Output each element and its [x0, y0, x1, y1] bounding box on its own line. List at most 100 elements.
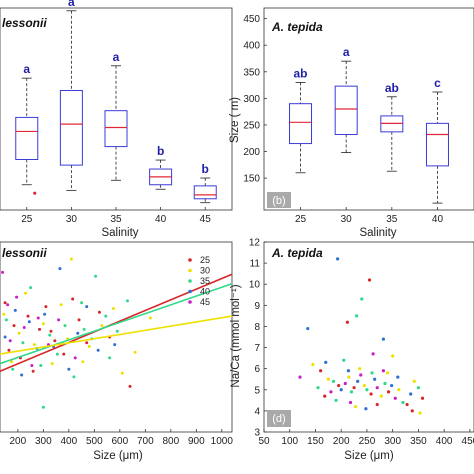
scatter-point-s40 [339, 388, 343, 392]
x-tick-label: 400 [60, 436, 77, 447]
box-iqr [59, 89, 83, 166]
scatter-point-s45 [343, 381, 347, 386]
scatter-point-s35 [365, 388, 369, 392]
panel-b-ylabel: Size ( m) [229, 97, 241, 143]
scatter-point-s30 [69, 257, 73, 261]
scatter-point-s35 [104, 314, 108, 318]
significance-letter: b [202, 162, 209, 176]
scatter-point-s35 [125, 299, 129, 303]
x-tick-label: 900 [188, 436, 205, 447]
panel-a: a a a b b 25 30 35 40 45 lessonii Salinity [0, 0, 233, 239]
scatter-point-s35 [334, 398, 338, 402]
scatter-point-s30 [87, 345, 91, 348]
scatter-point-s35 [401, 400, 405, 405]
scatter-point-s35 [29, 286, 33, 290]
scatter-point-s40 [85, 305, 89, 309]
box-b-30: a [334, 45, 358, 153]
scatter-point-s40 [409, 392, 413, 396]
y-tick-label: 250 [243, 120, 260, 131]
scatter-point-s35 [41, 405, 45, 409]
scatter-point-s25 [367, 278, 372, 282]
scatter-point-s35 [48, 333, 52, 337]
panel-c-xlabel: Size (μm) [93, 450, 143, 462]
panel-b-label-box [267, 192, 291, 208]
scatter-point-s25 [405, 402, 409, 407]
panel-d-label-box [267, 410, 291, 427]
scatter-point-s35 [63, 324, 67, 328]
x-tick-label: 25 [295, 214, 307, 225]
scatter-point-s40 [373, 377, 377, 381]
scatter-point-s25 [31, 369, 35, 373]
scatter-point-s40 [3, 335, 7, 339]
box-a-30: a [59, 0, 83, 191]
scatter-point-s30 [379, 394, 383, 398]
scatter-point-s35 [316, 386, 320, 390]
x-tick-label: 150 [307, 436, 324, 447]
scatter-point-s40 [43, 312, 47, 316]
panel-c-title: lessonii [2, 246, 47, 260]
y-tick-label: 350 [243, 67, 260, 78]
scatter-point-s30 [32, 343, 36, 347]
scatter-point-s45 [8, 339, 12, 343]
scatter-point-s25 [77, 318, 81, 322]
box-a-40: b [149, 144, 173, 190]
significance-letter: a [343, 45, 350, 59]
box-iqr [289, 103, 313, 145]
legend-entry: 30 [200, 266, 210, 276]
x-tick-label: 1000 [211, 436, 234, 447]
scatter-point-s35 [39, 364, 43, 367]
box-a-35: a [104, 50, 128, 181]
panel-c: 200 300 400 500 600 700 800 900 1000 2530354045 … [0, 241, 234, 462]
y-tick-label: 7 [254, 343, 260, 354]
legend-entry: 45 [200, 297, 210, 307]
box-b-25: ab [289, 66, 313, 174]
scatter-point-s35 [55, 352, 59, 356]
y-tick-label: 6 [254, 364, 260, 375]
scatter-point-s40 [390, 383, 394, 388]
x-tick-label: 300 [35, 436, 52, 447]
panel-d: 50 100 150 200 250 300 350 400 450 3 4 5 6 7 8 9 10 11 12… [230, 238, 474, 462]
scatter-point-s30 [326, 377, 330, 381]
scatter-point-s45 [30, 364, 34, 367]
y-tick-label: 450 [243, 14, 260, 25]
scatter-point-s40 [324, 360, 328, 364]
panel-a-frame [0, 7, 233, 211]
scatter-point-s40 [306, 326, 310, 331]
scatter-point-s45 [73, 356, 77, 360]
scatter-point-s35 [416, 386, 421, 390]
legend-entry: 35 [200, 276, 210, 286]
x-tick-label: 200 [333, 436, 350, 447]
scatter-point-s40 [346, 369, 351, 373]
scatter-point-s30 [354, 405, 358, 409]
box-iqr [104, 110, 128, 148]
scatter-point-s25 [345, 320, 349, 324]
x-tick-label: 35 [110, 214, 122, 225]
scatter-point-s45 [381, 369, 386, 373]
scatter-point-s25 [12, 324, 16, 328]
scatter-point-s25 [53, 339, 57, 343]
x-tick-label: 400 [436, 436, 453, 447]
scatter-point-s40 [67, 367, 71, 371]
x-tick-label: 700 [137, 436, 154, 447]
panel-b-label: (b) [272, 195, 285, 207]
x-tick-label: 40 [155, 214, 167, 225]
x-tick-label: 30 [341, 214, 353, 225]
fit-line-s25 [0, 273, 233, 372]
scatter-point-s25 [337, 383, 341, 388]
scatter-point-s45 [393, 396, 397, 400]
y-tick-label: 12 [249, 238, 261, 249]
scatter-point-s25 [323, 394, 327, 398]
scatter-point-s30 [133, 350, 137, 354]
significance-letter: a [68, 0, 75, 9]
scatter-point-s35 [72, 375, 76, 379]
scatter-point-s30 [362, 383, 366, 388]
box-iqr [193, 185, 217, 200]
scatter-point-s45 [348, 400, 353, 405]
legend-marker [188, 279, 192, 283]
scatter-point-s35 [370, 371, 374, 375]
x-tick-label: 40 [432, 214, 444, 225]
panel-a-title: lessonii [2, 16, 47, 30]
legend-entry: 25 [200, 255, 210, 265]
x-tick-label: 50 [258, 436, 270, 447]
significance-letter: b [157, 144, 164, 158]
